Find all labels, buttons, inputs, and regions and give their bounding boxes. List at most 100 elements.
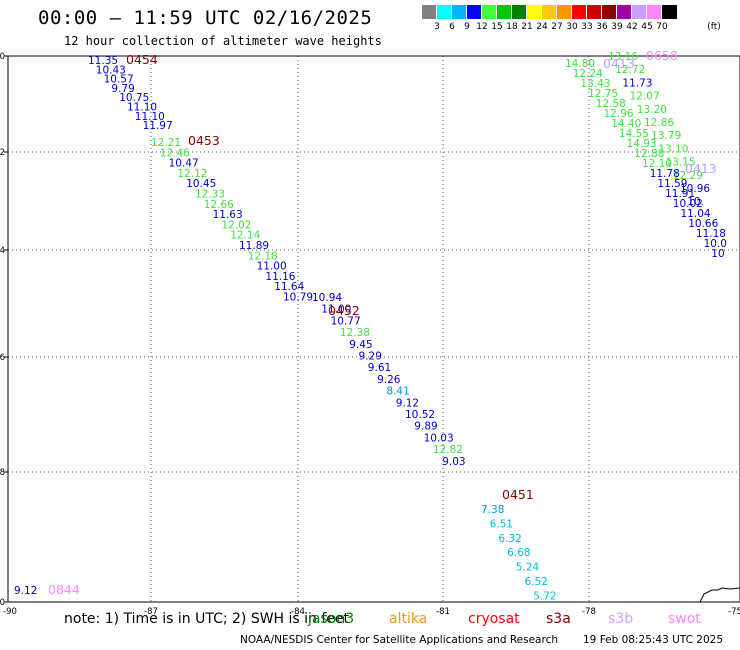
wave-height-value: 14.93: [627, 138, 657, 150]
wave-height-value: 12.07: [630, 91, 660, 103]
longitude-label: -84: [291, 607, 305, 617]
wave-height-value: 10.02: [673, 198, 703, 210]
footer-note: note: 1) Time is in UTC; 2) SWH is in fe…: [64, 611, 350, 627]
page-title: 00:00 – 11:59 UTC 02/16/2025: [38, 7, 373, 29]
wave-height-value: 13.16: [608, 51, 638, 63]
wave-height-value: 11.89: [239, 240, 269, 252]
latitude-label: -62: [0, 148, 5, 158]
satellite-s3b: s3b: [608, 611, 634, 627]
wave-height-value: 9.79: [111, 83, 134, 95]
color-scale-tick: 39: [611, 22, 623, 32]
wave-height-value: 10: [711, 248, 724, 260]
wave-height-value: 9.89: [414, 421, 437, 433]
color-scale-tick: 18: [506, 22, 518, 32]
color-swatch: [662, 5, 677, 19]
wave-height-value: 14.55: [619, 128, 649, 140]
color-scale-tick: 33: [581, 22, 593, 32]
wave-height-value: 12.14: [230, 230, 260, 242]
wave-height-value: 9.29: [359, 351, 382, 363]
wave-height-value: 12.12: [177, 168, 207, 180]
color-swatch: [422, 5, 437, 19]
latitude-label: -68: [0, 468, 5, 478]
latitude-label: -60: [0, 52, 5, 62]
color-swatch: [437, 5, 452, 19]
satellite-s3a: s3a: [546, 611, 571, 627]
wave-height-value: 12.24: [573, 68, 603, 80]
latitude-label: -64: [0, 246, 5, 256]
wave-height-value: 11.78: [650, 168, 680, 180]
color-swatch: [557, 5, 572, 19]
wave-height-value: 11.59: [657, 178, 687, 190]
color-scale-tick: 12: [476, 22, 488, 32]
color-swatch: [632, 5, 647, 19]
wave-height-value: 13.10: [658, 143, 688, 155]
color-scale-ticks: 3 6 9 12 15 18 21 24 27 30 33 36 39 42 45 70 (ft): [422, 19, 721, 33]
satellite-altika: altika: [389, 611, 428, 627]
color-swatch: [602, 5, 617, 19]
wave-height-value: 10.45: [186, 178, 216, 190]
color-swatch: [647, 5, 662, 19]
wave-height-value: 11.18: [696, 228, 726, 240]
color-scale-tick: 45: [641, 22, 653, 32]
wave-height-value: 12.21: [151, 137, 181, 149]
wave-height-value: 7.38: [481, 504, 504, 516]
color-swatch: [542, 5, 557, 19]
satellite-cryosat: cryosat: [468, 611, 520, 627]
wave-height-value: 10.: [687, 196, 704, 208]
wave-height-value: 11.10: [135, 111, 165, 123]
pass-time-label: 0454: [126, 52, 158, 67]
wave-height-value: 12.18: [248, 250, 278, 262]
wave-height-value: 6.68: [507, 547, 530, 559]
color-swatch: [617, 5, 632, 19]
wave-height-value: 12.46: [160, 147, 190, 159]
longitude-label: -81: [436, 607, 450, 617]
coastline: [699, 587, 740, 603]
color-scale-tick: 15: [491, 22, 503, 32]
wave-height-value: 13.43: [580, 78, 610, 90]
map-frame: [7, 55, 740, 603]
color-swatch: [467, 5, 482, 19]
color-scale-tick: 6: [449, 22, 455, 32]
wave-height-value: 5.24: [516, 562, 540, 574]
wave-height-value: 8.41: [386, 386, 409, 398]
wave-height-value: 11.63: [213, 209, 243, 221]
wave-height-value: 10.79: [283, 292, 313, 304]
pass-time-label: 0413: [685, 161, 717, 176]
longitude-label: -87: [144, 607, 158, 617]
pass-time-label: 0844: [48, 582, 80, 597]
longitude-label: -78: [582, 607, 596, 617]
longitude-label: -75: [728, 607, 740, 617]
wave-height-value: 11.64: [274, 281, 304, 293]
generated-timestamp: 19 Feb 08:25:43 UTC 2025: [583, 634, 723, 646]
color-scale-tick: 21: [521, 22, 533, 32]
credit-text: NOAA/NESDIS Center for Satellite Applica…: [240, 634, 558, 646]
wave-height-value: 9.45: [349, 339, 372, 351]
wave-height-value: 12.82: [433, 444, 463, 456]
wave-height-value: 12.86: [644, 117, 674, 129]
latitude-label: -70: [0, 598, 5, 608]
wave-height-value: 11.00: [257, 261, 287, 273]
color-swatch: [512, 5, 527, 19]
color-scale-tick: 70: [656, 22, 668, 32]
color-swatch: [587, 5, 602, 19]
wave-height-value: 13.79: [651, 130, 681, 142]
satellite-swot: swot: [668, 611, 701, 627]
wave-height-value: 11.16: [265, 271, 295, 283]
satellite-jason3: jason3: [308, 611, 355, 627]
wave-height-value: 9.12: [14, 585, 37, 597]
wave-height-value: 11.35: [88, 55, 118, 67]
wave-height-value: 5.72: [533, 590, 556, 602]
wave-height-value: 12.38: [340, 327, 370, 339]
wave-height-value: 10.47: [169, 158, 199, 170]
wave-height-value: 10.77: [331, 315, 361, 327]
wave-height-value: 10.43: [96, 64, 126, 76]
wave-height-value: 14.80: [565, 58, 595, 70]
wave-height-value: 11.97: [143, 120, 173, 132]
wave-height-value: 10.75: [119, 92, 149, 104]
color-scale-tick: 24: [536, 22, 548, 32]
wave-height-value: 13.15: [666, 157, 696, 169]
wave-height-value: 9.26: [377, 374, 401, 386]
color-scale-tick: 36: [596, 22, 608, 32]
color-swatch: [452, 5, 467, 19]
